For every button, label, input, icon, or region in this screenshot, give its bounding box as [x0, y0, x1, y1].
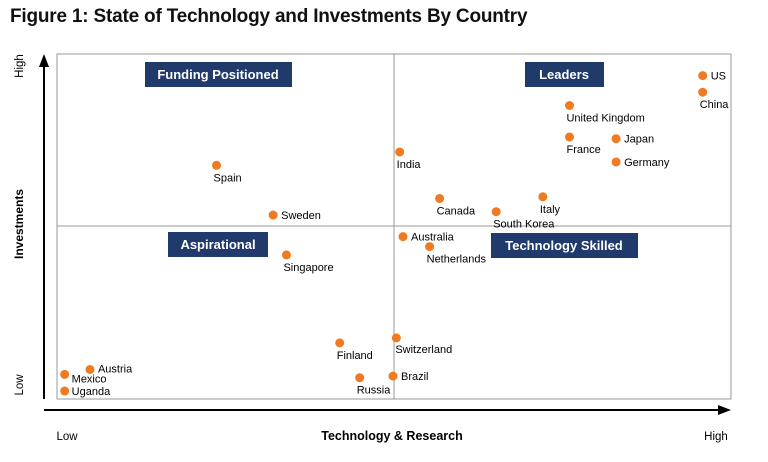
- point-label-uganda: Uganda: [72, 386, 111, 398]
- quadrant-label-leaders: Leaders: [525, 62, 604, 87]
- point-label-france: France: [566, 144, 600, 156]
- point-label-switzerland: Switzerland: [395, 344, 452, 356]
- quadrant-label-text: Aspirational: [180, 237, 255, 252]
- quadrant-label-text: Technology Skilled: [505, 238, 623, 253]
- point-sweden: [268, 210, 278, 220]
- point-label-australia: Australia: [411, 232, 455, 244]
- quadrant-label-box: [168, 232, 268, 257]
- y-axis-arrowhead: [39, 54, 49, 67]
- x-tick-high: High: [704, 431, 728, 443]
- point-label-south-korea: South Korea: [493, 219, 555, 231]
- point-label-italy: Italy: [540, 204, 561, 216]
- point-finland: [335, 338, 345, 348]
- point-singapore: [281, 250, 291, 260]
- point-france: [564, 132, 574, 142]
- point-canada: [435, 193, 445, 203]
- y-axis-label: Investments: [12, 189, 26, 259]
- quadrant-label-aspirational: Aspirational: [168, 232, 268, 257]
- point-label-mexico: Mexico: [72, 373, 107, 385]
- quadrant-label-box: [491, 233, 638, 258]
- point-label-united-kingdom: United Kingdom: [566, 113, 644, 125]
- data-points: US China United Kingdom Japan France Germany I…: [60, 71, 729, 398]
- point-netherlands: [425, 242, 435, 252]
- x-tick-low: Low: [56, 431, 78, 443]
- point-label-india: India: [397, 159, 422, 171]
- x-axis-label: Technology & Research: [321, 429, 462, 443]
- point-germany: [611, 157, 621, 167]
- point-spain: [212, 160, 222, 170]
- point-label-netherlands: Netherlands: [427, 254, 487, 266]
- point-label-singapore: Singapore: [283, 262, 333, 274]
- point-switzerland: [391, 333, 401, 343]
- point-south-korea: [491, 207, 501, 217]
- y-tick-low: Low: [14, 374, 26, 396]
- quadrant-label-text: Funding Positioned: [157, 67, 278, 82]
- point-label-russia: Russia: [357, 385, 392, 397]
- point-label-brazil: Brazil: [401, 371, 429, 383]
- point-mexico: [60, 369, 70, 379]
- y-tick-high: High: [14, 54, 26, 78]
- point-brazil: [388, 371, 398, 381]
- point-label-canada: Canada: [437, 205, 476, 217]
- quadrant-label-text: Leaders: [539, 67, 589, 82]
- point-label-sweden: Sweden: [281, 210, 321, 222]
- quadrant-label-box: [145, 62, 292, 87]
- quadrant-label-box: [525, 62, 604, 87]
- point-label-spain: Spain: [214, 172, 242, 184]
- point-uganda: [60, 386, 70, 396]
- point-austria: [85, 364, 95, 374]
- point-label-us: US: [711, 71, 726, 83]
- point-united-kingdom: [564, 101, 574, 110]
- quadrant-label-funding-positioned: Funding Positioned: [145, 62, 292, 87]
- point-italy: [538, 192, 548, 202]
- point-japan: [611, 134, 621, 144]
- point-label-austria: Austria: [98, 363, 133, 375]
- point-label-japan: Japan: [624, 134, 654, 146]
- point-label-china: China: [700, 99, 730, 111]
- chart-title: Figure 1: State of Technology and Invest…: [10, 6, 528, 27]
- x-axis-arrowhead: [718, 405, 731, 415]
- quadrant-label-technology-skilled: Technology Skilled: [491, 233, 638, 258]
- point-china: [698, 87, 708, 97]
- point-us: [698, 71, 708, 81]
- point-russia: [355, 373, 365, 383]
- point-india: [395, 147, 405, 157]
- point-australia: [398, 232, 408, 242]
- point-label-germany: Germany: [624, 157, 670, 169]
- point-label-finland: Finland: [337, 350, 373, 362]
